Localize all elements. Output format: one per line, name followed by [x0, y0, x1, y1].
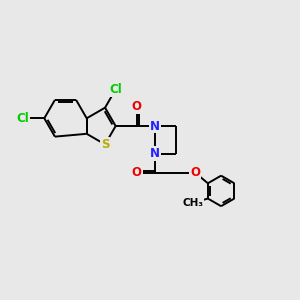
Text: O: O — [190, 166, 200, 179]
Text: O: O — [132, 100, 142, 113]
Text: Cl: Cl — [109, 83, 122, 96]
Text: Cl: Cl — [17, 112, 29, 125]
Text: S: S — [101, 138, 109, 151]
Text: N: N — [150, 119, 160, 133]
Text: CH₃: CH₃ — [182, 198, 203, 208]
Text: O: O — [132, 166, 142, 179]
Text: N: N — [150, 147, 160, 160]
